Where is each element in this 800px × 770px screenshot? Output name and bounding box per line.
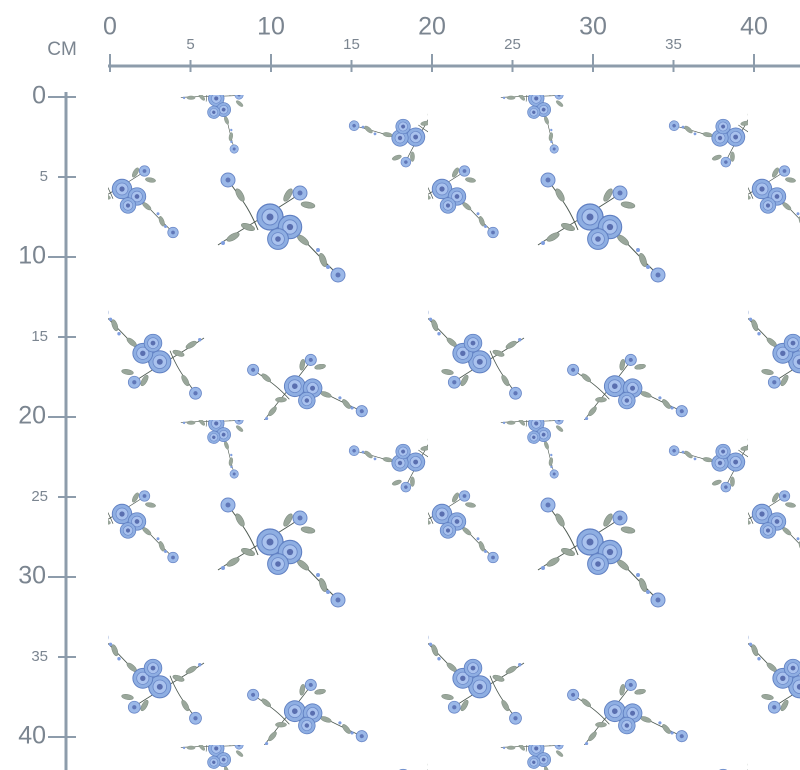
y-ruler-label: 35 [31, 648, 48, 665]
y-ruler-label: 25 [31, 488, 48, 505]
ruler-unit: CM [47, 39, 77, 60]
y-ruler-label: 40 [18, 722, 46, 750]
x-ruler-label: 40 [740, 13, 768, 41]
y-ruler-label: 0 [32, 82, 46, 110]
x-ruler-label: 30 [579, 13, 607, 41]
x-ruler-label: 0 [103, 13, 117, 41]
y-ruler-label: 15 [31, 328, 48, 345]
x-ruler-label: 15 [343, 36, 360, 53]
y-ruler-label: 5 [40, 168, 48, 185]
x-ruler-label: 10 [257, 13, 285, 41]
x-ruler-label: 25 [504, 36, 521, 53]
y-ruler-label: 10 [18, 242, 46, 270]
floral-fabric [108, 95, 800, 770]
x-ruler-label: 20 [418, 13, 446, 41]
x-ruler-label: 5 [186, 36, 194, 53]
x-ruler-label: 35 [665, 36, 682, 53]
y-ruler-label: 20 [18, 402, 46, 430]
y-ruler-label: 30 [18, 562, 46, 590]
